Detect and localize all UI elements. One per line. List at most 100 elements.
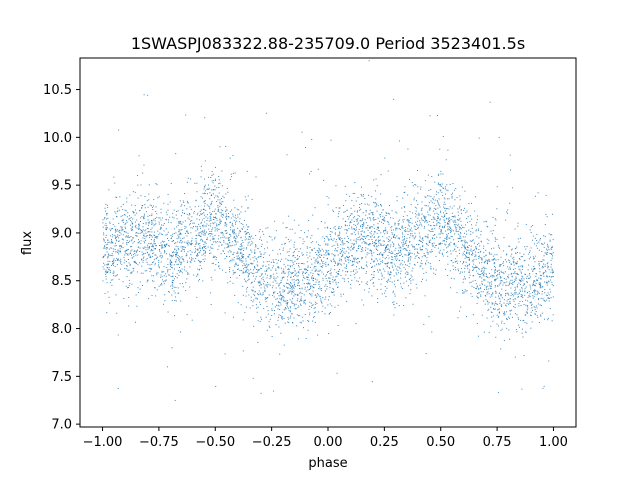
data-point — [351, 228, 353, 230]
data-point — [398, 237, 400, 239]
data-point — [330, 230, 332, 232]
data-point — [388, 248, 390, 250]
data-point — [352, 263, 354, 265]
data-point — [332, 210, 334, 212]
data-point — [245, 224, 247, 226]
data-point — [297, 307, 299, 309]
data-point — [426, 249, 428, 251]
data-point — [118, 250, 120, 252]
data-point — [403, 267, 405, 269]
data-point — [384, 247, 386, 249]
data-point — [289, 311, 291, 313]
data-point — [220, 209, 222, 211]
data-point — [444, 238, 446, 240]
data-point — [183, 248, 185, 250]
data-point — [458, 233, 460, 235]
data-point — [191, 237, 193, 239]
data-point — [436, 191, 438, 193]
data-point — [415, 184, 417, 186]
data-point — [454, 242, 456, 244]
data-point — [437, 217, 439, 219]
data-point — [481, 259, 483, 261]
data-point — [475, 265, 477, 267]
data-point — [283, 285, 285, 287]
data-point — [137, 246, 139, 248]
data-point — [439, 219, 441, 221]
data-point — [478, 276, 480, 278]
data-point — [237, 268, 239, 270]
data-point — [394, 280, 396, 282]
data-point — [368, 238, 370, 240]
data-point — [147, 228, 149, 230]
data-point — [107, 206, 109, 208]
data-point — [151, 215, 153, 217]
data-point — [290, 286, 292, 288]
data-point — [385, 212, 387, 214]
data-point — [216, 217, 218, 219]
data-point — [377, 269, 379, 271]
data-point — [199, 247, 201, 249]
data-point — [359, 245, 361, 247]
data-point — [357, 231, 359, 233]
data-point — [306, 251, 308, 253]
data-point — [387, 255, 389, 257]
data-point — [526, 277, 528, 279]
data-point — [404, 186, 406, 188]
data-point — [476, 229, 478, 231]
data-point — [321, 260, 323, 262]
data-point — [433, 210, 435, 212]
data-point — [282, 291, 284, 293]
data-point — [172, 272, 174, 274]
data-point — [547, 319, 549, 321]
data-point — [203, 217, 205, 219]
data-point — [182, 241, 184, 243]
data-point — [303, 302, 305, 304]
data-point — [333, 291, 335, 293]
data-point — [344, 185, 346, 187]
data-point — [129, 218, 131, 220]
data-point — [159, 249, 161, 251]
data-point — [373, 244, 375, 246]
data-point — [440, 229, 442, 231]
data-point — [382, 236, 384, 238]
data-point — [472, 314, 474, 316]
data-point — [271, 308, 273, 310]
data-point — [258, 282, 260, 284]
data-point — [330, 283, 332, 285]
data-point — [197, 249, 199, 251]
data-point — [489, 285, 491, 287]
data-point — [318, 281, 320, 283]
data-point — [533, 269, 535, 271]
data-point — [179, 261, 181, 263]
data-point — [465, 291, 467, 293]
data-point — [203, 186, 205, 188]
data-point — [150, 219, 152, 221]
data-point — [463, 292, 465, 294]
data-point — [285, 300, 287, 302]
data-point — [459, 231, 461, 233]
data-point — [403, 239, 405, 241]
data-point — [190, 232, 192, 234]
data-point — [552, 239, 554, 241]
data-point — [224, 222, 226, 224]
data-point — [106, 214, 108, 216]
data-point — [138, 226, 140, 228]
data-point — [401, 232, 403, 234]
data-point — [110, 247, 112, 249]
data-point — [401, 242, 403, 244]
data-point — [393, 304, 395, 305]
data-point — [337, 270, 339, 272]
data-point — [447, 233, 449, 235]
data-point — [472, 253, 474, 255]
data-point — [366, 234, 368, 236]
data-point — [167, 203, 169, 205]
data-point — [213, 189, 215, 191]
data-point — [278, 314, 280, 316]
data-point — [377, 223, 379, 225]
data-point — [252, 377, 254, 379]
data-point — [135, 294, 137, 296]
data-point — [551, 276, 553, 278]
data-point — [348, 259, 350, 261]
data-point — [320, 300, 322, 302]
data-point — [143, 233, 145, 235]
